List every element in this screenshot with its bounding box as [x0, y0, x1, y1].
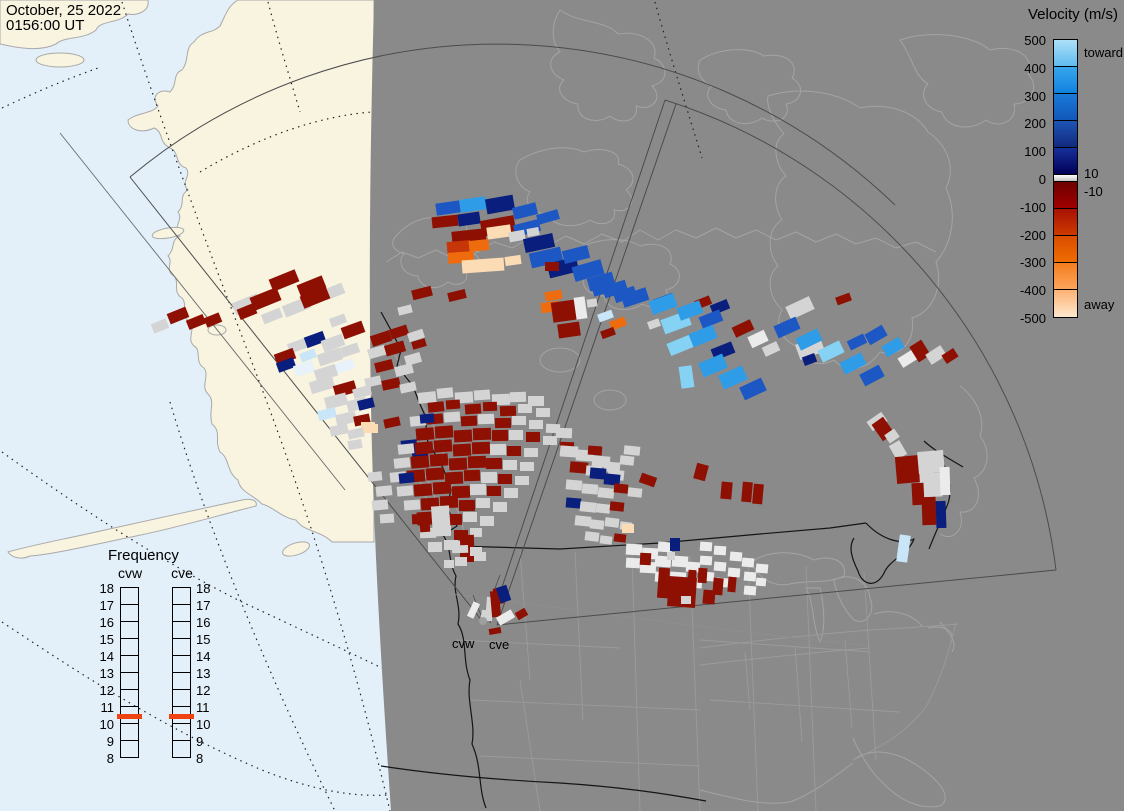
frequency-tick-label: 13	[99, 666, 114, 681]
frequency-ladder-cell	[120, 587, 139, 605]
frequency-column-label-cvw: cvw	[117, 565, 143, 581]
frequency-ladder-cell	[120, 672, 139, 690]
radar-fov-fan	[129, 43, 1057, 626]
frequency-ladder-cell	[172, 587, 191, 605]
frequency-tick-label: 11	[196, 700, 210, 715]
frequency-ladder-cell	[172, 655, 191, 673]
frequency-tick-label: 9	[196, 734, 204, 749]
frequency-ladder-cvw	[120, 587, 139, 758]
frequency-tick-label: 8	[106, 751, 114, 766]
radar-label-cve: cve	[489, 637, 510, 652]
frequency-tick-label: 10	[99, 717, 114, 732]
velocity-tick-label: -400	[1019, 283, 1046, 299]
date-block: October, 25 2022 0156:00 UT	[6, 3, 121, 33]
radar-label-cvw: cvw	[452, 636, 475, 651]
velocity-colorbar-segment	[1053, 181, 1078, 209]
frequency-marker-cvw	[117, 713, 142, 719]
frequency-ladder-cell	[120, 655, 139, 673]
frequency-tick-label: 16	[99, 615, 114, 630]
frequency-ladder-cell	[120, 723, 139, 741]
frequency-tick-label: 15	[196, 632, 211, 647]
frequency-tick-label: 18	[99, 581, 114, 596]
frequency-tick-label: 14	[196, 649, 211, 664]
date-line: October, 25 2022	[6, 2, 122, 19]
velocity-colorbar-segment	[1053, 66, 1078, 94]
velocity-tick-label: -200	[1019, 227, 1046, 243]
velocity-colorbar	[1053, 39, 1078, 318]
frequency-legend-title: Frequency	[108, 547, 179, 564]
frequency-ladder-cell	[120, 638, 139, 656]
toward-label: toward	[1084, 45, 1124, 60]
frequency-tick-label: 9	[106, 734, 114, 749]
frequency-tick-label: 18	[196, 581, 211, 596]
pos-threshold-label: 10	[1084, 166, 1099, 181]
frequency-ladder-cell	[172, 689, 191, 707]
frequency-tick-label: 12	[99, 683, 114, 698]
frequency-tick-label: 14	[99, 649, 114, 664]
frequency-ladder-cell	[120, 604, 139, 622]
velocity-colorbar-segment	[1053, 93, 1078, 121]
velocity-tick-label: 200	[1024, 116, 1046, 132]
velocity-tick-label: 100	[1024, 144, 1046, 160]
frequency-tick-label: 10	[196, 717, 211, 732]
frequency-ladder-cell	[120, 621, 139, 639]
velocity-colorbar-segment	[1053, 120, 1078, 148]
frequency-tick-label: 12	[196, 683, 211, 698]
frequency-ladder-cell	[172, 723, 191, 741]
velocity-tick-label: 400	[1024, 60, 1046, 76]
velocity-colorbar-segment	[1053, 235, 1078, 263]
frequency-ladder-cell	[172, 604, 191, 622]
velocity-tick-label: -300	[1019, 255, 1046, 271]
velocity-colorbar-segment	[1053, 262, 1078, 290]
velocity-colorbar-segment	[1053, 39, 1078, 67]
velocity-tick-label: -100	[1019, 199, 1046, 215]
frequency-ladder-cell	[172, 638, 191, 656]
time-line: 0156:00 UT	[6, 17, 85, 34]
frequency-tick-label: 13	[196, 666, 211, 681]
frequency-ladder-cell	[120, 740, 139, 758]
velocity-colorbar-segment	[1053, 208, 1078, 236]
frequency-ladder-cell	[172, 740, 191, 758]
frequency-marker-cve	[169, 713, 194, 719]
velocity-legend-title: Velocity (m/s)	[1027, 6, 1118, 23]
away-label: away	[1084, 297, 1115, 312]
velocity-tick-label: 300	[1024, 88, 1046, 104]
velocity-tick-label: 500	[1024, 33, 1046, 48]
velocity-tick-label: -500	[1019, 311, 1046, 326]
frequency-tick-label: 11	[100, 700, 115, 715]
frequency-ladder-cell	[172, 621, 191, 639]
frequency-tick-label: 17	[99, 598, 114, 613]
velocity-tick-label: 0	[1038, 172, 1046, 187]
frequency-tick-label: 8	[196, 751, 204, 766]
frequency-ladder-cell	[172, 672, 191, 690]
frequency-tick-label: 16	[196, 615, 211, 630]
frequency-column-label-cve: cve	[171, 565, 193, 581]
frequency-ladder-cell	[120, 689, 139, 707]
velocity-colorbar-segment	[1053, 147, 1078, 175]
frequency-tick-label: 15	[99, 632, 114, 647]
frequency-tick-label: 17	[196, 598, 211, 613]
frequency-ladder-cve	[172, 587, 191, 758]
velocity-colorbar-segment	[1053, 289, 1078, 318]
radar-site-dot	[479, 617, 487, 625]
neg-threshold-label: -10	[1084, 184, 1103, 199]
graticule	[1, 1, 703, 811]
